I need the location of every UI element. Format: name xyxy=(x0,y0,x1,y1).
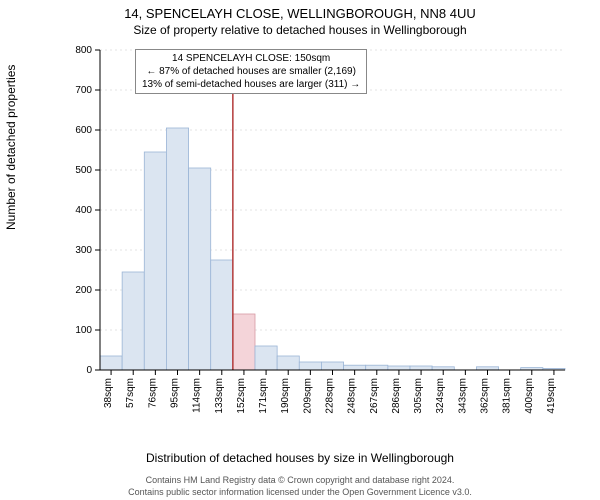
x-tick-label: 57sqm xyxy=(125,378,136,408)
x-tick-label: 209sqm xyxy=(302,378,313,414)
bar xyxy=(122,272,144,370)
bar xyxy=(255,346,277,370)
title-line-1: 14, SPENCELAYH CLOSE, WELLINGBOROUGH, NN… xyxy=(0,6,600,21)
x-tick-label: 324sqm xyxy=(435,378,446,414)
x-tick-label: 190sqm xyxy=(280,378,291,414)
annotation-line-2: ← 87% of detached houses are smaller (2,… xyxy=(142,65,360,78)
x-tick-label: 38sqm xyxy=(103,378,114,408)
x-tick-label: 286sqm xyxy=(391,378,402,414)
figure-container: 14, SPENCELAYH CLOSE, WELLINGBOROUGH, NN… xyxy=(0,0,600,500)
bar xyxy=(233,314,255,370)
attribution-block: Contains HM Land Registry data © Crown c… xyxy=(0,474,600,498)
bar xyxy=(144,152,166,370)
y-axis-label: Number of detached properties xyxy=(4,65,18,230)
x-tick-label: 362sqm xyxy=(480,378,491,414)
y-tick-label: 300 xyxy=(75,245,92,256)
bar xyxy=(410,366,432,370)
x-tick-label: 114sqm xyxy=(192,378,203,413)
y-tick-label: 400 xyxy=(75,205,92,216)
x-tick-label: 267sqm xyxy=(369,378,380,414)
attribution-line-2: Contains public sector information licen… xyxy=(0,486,600,498)
bar xyxy=(366,365,388,370)
annotation-box: 14 SPENCELAYH CLOSE: 150sqm ← 87% of det… xyxy=(135,49,367,94)
x-tick-label: 152sqm xyxy=(236,378,247,414)
bar xyxy=(100,356,122,370)
bar xyxy=(321,362,343,370)
titles-block: 14, SPENCELAYH CLOSE, WELLINGBOROUGH, NN… xyxy=(0,0,600,37)
x-tick-label: 419sqm xyxy=(546,378,557,414)
x-tick-label: 95sqm xyxy=(170,378,181,408)
bar xyxy=(189,168,211,370)
title-line-2: Size of property relative to detached ho… xyxy=(0,23,600,37)
x-tick-label: 133sqm xyxy=(214,378,225,414)
attribution-line-1: Contains HM Land Registry data © Crown c… xyxy=(0,474,600,486)
bar xyxy=(166,128,188,370)
annotation-line-3: 13% of semi-detached houses are larger (… xyxy=(142,78,360,91)
x-tick-label: 343sqm xyxy=(457,378,468,414)
x-tick-label: 248sqm xyxy=(347,378,358,414)
y-tick-label: 700 xyxy=(75,85,92,96)
x-tick-label: 171sqm xyxy=(258,378,269,414)
bar xyxy=(388,366,410,370)
x-tick-label: 381sqm xyxy=(502,378,513,414)
x-tick-label: 76sqm xyxy=(147,378,158,408)
x-tick-label: 400sqm xyxy=(524,378,535,414)
y-tick-label: 100 xyxy=(75,325,92,336)
y-tick-label: 200 xyxy=(75,285,92,296)
bar xyxy=(211,260,233,370)
y-tick-label: 800 xyxy=(75,45,92,56)
y-tick-label: 600 xyxy=(75,125,92,136)
bar xyxy=(277,356,299,370)
x-tick-label: 228sqm xyxy=(325,378,336,414)
chart-area: 0 100 200 300 400 500 600 700 800 38sqm 57sqm 76sqm… xyxy=(55,45,575,415)
x-axis-label: Distribution of detached houses by size … xyxy=(0,451,600,465)
bar xyxy=(344,365,366,370)
bar xyxy=(299,362,321,370)
annotation-line-1: 14 SPENCELAYH CLOSE: 150sqm xyxy=(142,52,360,65)
histogram-chart: 0 100 200 300 400 500 600 700 800 38sqm 57sqm 76sqm… xyxy=(55,45,575,415)
x-tick-label: 305sqm xyxy=(413,378,424,414)
y-tick-label: 0 xyxy=(86,365,92,376)
y-tick-label: 500 xyxy=(75,165,92,176)
